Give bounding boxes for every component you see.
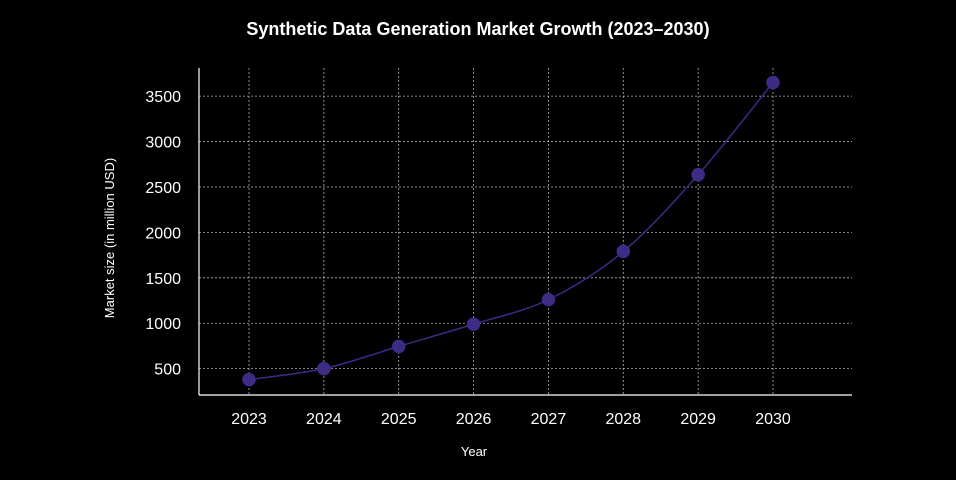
x-tick-label: 2026 xyxy=(456,411,492,428)
chart-title: Synthetic Data Generation Market Growth … xyxy=(246,19,709,39)
x-tick-label: 2030 xyxy=(755,411,791,428)
data-point-marker xyxy=(766,75,780,90)
y-tick-label: 1500 xyxy=(145,271,181,288)
y-tick-label: 3500 xyxy=(145,89,181,106)
data-point-marker xyxy=(691,167,705,182)
x-tick-label: 2024 xyxy=(306,411,342,428)
grid-layer xyxy=(199,68,852,395)
data-point-marker xyxy=(242,372,256,387)
data-point-marker xyxy=(466,317,481,331)
y-tick-label: 1000 xyxy=(145,316,181,333)
data-point-marker xyxy=(317,361,331,376)
y-tick-label: 2000 xyxy=(145,225,181,242)
data-point-marker xyxy=(541,292,556,307)
y-tick-label: 2500 xyxy=(145,180,181,197)
x-tick-label: 2027 xyxy=(531,411,567,428)
x-tick-label: 2029 xyxy=(680,411,716,428)
x-axis-label: Year xyxy=(461,444,488,459)
series-layer xyxy=(242,75,780,387)
data-point-marker xyxy=(391,339,406,354)
y-tick-label: 3000 xyxy=(145,135,181,152)
x-tick-label: 2028 xyxy=(605,411,641,428)
x-tick-label: 2025 xyxy=(381,411,417,428)
y-axis-label: Market size (in million USD) xyxy=(102,158,117,318)
x-tick-label: 2023 xyxy=(231,411,267,428)
tick-layer: 2023 2024 2025 2026 2027 2028 2029 2030 500 1000 1… xyxy=(145,89,790,428)
y-tick-label: 500 xyxy=(154,362,181,379)
data-point-marker xyxy=(616,244,631,259)
axis-layer xyxy=(198,68,852,396)
